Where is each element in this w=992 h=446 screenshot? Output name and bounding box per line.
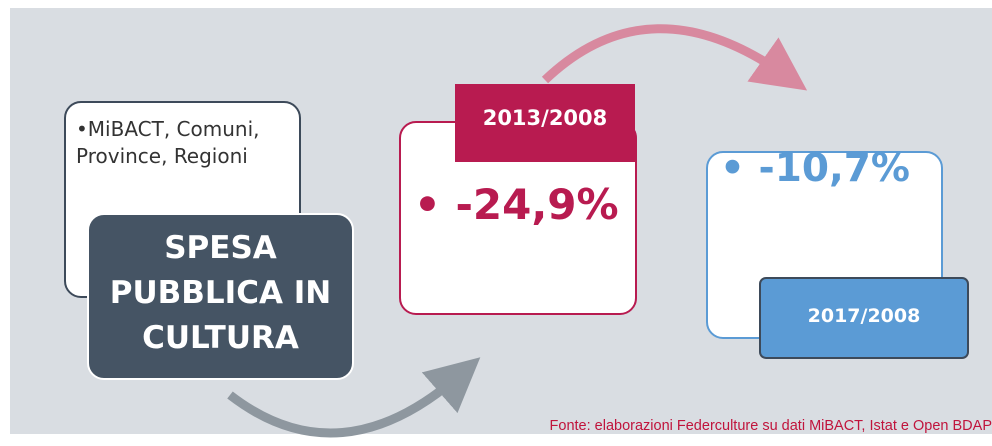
period1-label: 2013/2008 bbox=[482, 106, 608, 130]
period2-label-box bbox=[759, 277, 969, 359]
sources-text: •MiBACT, Comuni, Province, Regioni bbox=[76, 117, 260, 168]
period1-label-box bbox=[455, 84, 635, 162]
footer-source: Fonte: elaborazioni Federculture su dati… bbox=[549, 418, 992, 434]
sources: MiBACT, Comuni, Province, Regioni bbox=[76, 117, 260, 168]
arrow-top bbox=[541, 24, 808, 91]
main-box bbox=[87, 213, 354, 380]
period2-value-row: • -10,7% bbox=[720, 146, 911, 191]
period1-value-row: • -24,9% bbox=[414, 180, 619, 229]
period2-value: -10,7% bbox=[758, 146, 911, 191]
period1-value: -24,9% bbox=[455, 180, 619, 229]
main-title: SPESA PUBBLICA IN CULTURA bbox=[109, 230, 332, 356]
period2-label: 2017/2008 bbox=[807, 305, 921, 327]
arrow-bottom bbox=[227, 357, 481, 438]
